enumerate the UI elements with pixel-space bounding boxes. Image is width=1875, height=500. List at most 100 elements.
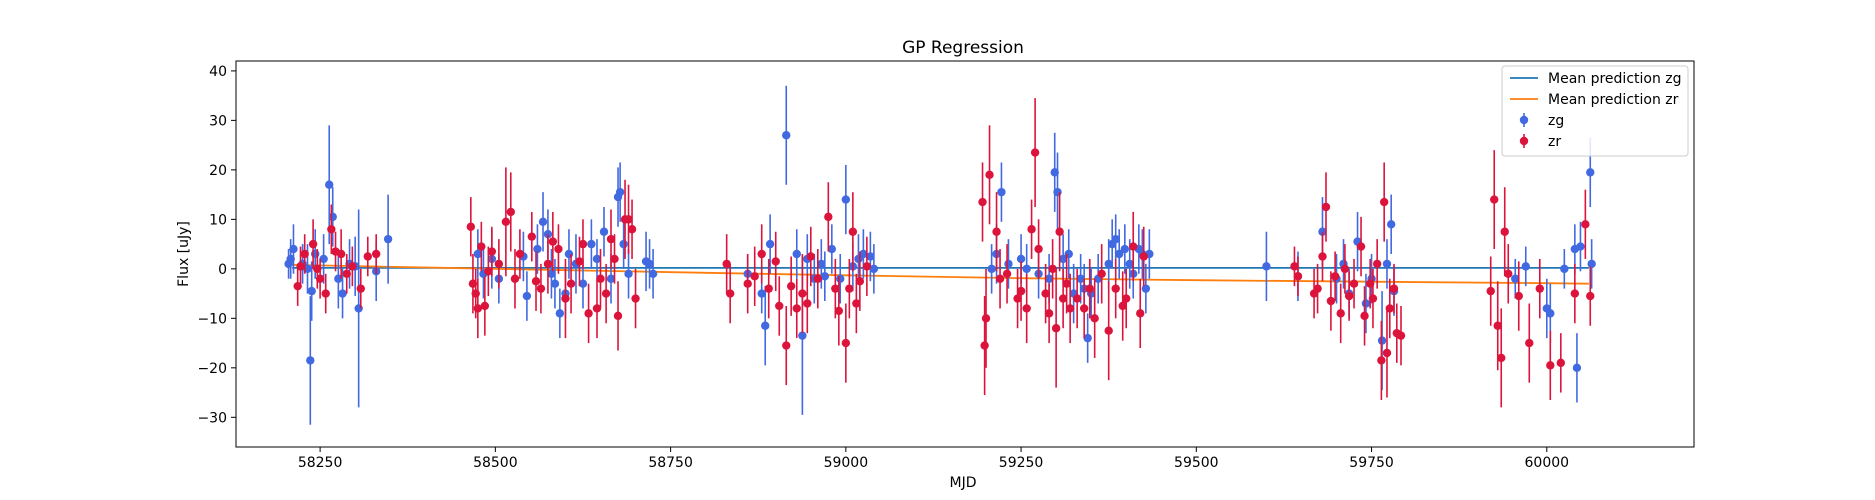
data-point-zr (336, 249, 346, 259)
data-point-zg (987, 264, 996, 274)
data-point-zg (1076, 274, 1085, 283)
legend-box (1501, 65, 1689, 157)
legend-label: zr (1548, 134, 1561, 150)
y-tick-label: 20 (209, 163, 227, 179)
data-point-zg (1104, 259, 1113, 269)
data-point-zr (473, 304, 483, 313)
data-point-zg (761, 321, 770, 330)
data-point-zr (1504, 269, 1513, 278)
data-point-zg (648, 269, 658, 278)
data-point-zg (866, 252, 875, 261)
data-point-zr (1372, 259, 1382, 269)
data-point-zr (371, 249, 381, 259)
data-point-zr (1079, 304, 1089, 313)
data-point-zg (306, 356, 315, 365)
data-point-zr (1034, 244, 1043, 254)
data-point-zg (533, 244, 542, 254)
data-point-zr (1330, 272, 1340, 281)
data-point-zg (1083, 333, 1092, 343)
data-point-zg (1141, 284, 1151, 293)
data-point-zg (564, 249, 574, 259)
x-tick-label: 59250 (999, 455, 1044, 471)
data-point-zg (997, 187, 1006, 197)
data-point-zr (803, 299, 812, 308)
data-point-zr (613, 311, 623, 321)
data-point-zg (1004, 259, 1013, 269)
data-point-zr (1581, 220, 1590, 229)
data-point-zg (836, 274, 845, 283)
y-tick-label: −30 (197, 410, 227, 426)
data-point-zg (1572, 363, 1582, 373)
data-point-zr (578, 239, 588, 249)
data-point-zr (1090, 314, 1099, 323)
data-point-zr (531, 277, 541, 286)
data-point-zr (624, 215, 633, 224)
data-point-zg (820, 272, 830, 281)
data-point-zr (471, 289, 480, 298)
data-point-zg (615, 187, 625, 197)
data-point-zr (515, 249, 525, 259)
y-tick-label: 0 (218, 262, 227, 278)
data-point-zr (1497, 353, 1506, 363)
data-point-zr (995, 274, 1005, 283)
y-tick-label: 40 (209, 64, 227, 80)
data-point-zg (599, 227, 609, 236)
legend: Mean prediction zg Mean prediction zr zg zr (1501, 65, 1689, 157)
data-point-zr (487, 247, 497, 256)
data-point-zg (587, 239, 596, 249)
data-point-zr (1097, 269, 1106, 278)
legend-marker-swatch (1519, 115, 1529, 125)
data-point-zg (1016, 254, 1026, 264)
legend-label: zg (1548, 113, 1564, 129)
data-point-zr (848, 227, 858, 236)
data-point-zg (1022, 264, 1031, 274)
data-point-zr (606, 234, 616, 244)
data-point-zr (327, 225, 336, 234)
data-point-zg (1111, 234, 1120, 244)
data-point-zr (543, 259, 553, 269)
data-point-zr (1389, 284, 1399, 293)
data-point-zg (798, 331, 807, 340)
x-tick-label: 59000 (824, 455, 869, 471)
data-point-zr (1368, 294, 1378, 303)
data-point-zr (743, 279, 752, 288)
data-point-zr (1118, 301, 1127, 311)
y-tick-label: 30 (209, 113, 227, 129)
data-point-zr (750, 272, 759, 281)
data-point-zg (619, 239, 628, 249)
data-point-zg (307, 286, 316, 296)
data-point-zr (1022, 304, 1031, 313)
data-point-zg (1120, 244, 1130, 254)
data-point-zr (592, 304, 602, 313)
x-tick-label: 58250 (298, 455, 343, 471)
data-point-zg (757, 289, 766, 298)
x-tick-label: 58500 (473, 455, 518, 471)
data-point-zg (383, 234, 393, 244)
data-point-zg (782, 131, 791, 140)
data-point-zr (1058, 294, 1068, 303)
data-point-zr (548, 237, 558, 246)
data-point-zg (1586, 168, 1595, 177)
data-point-zg (1587, 259, 1596, 269)
data-point-zr (1556, 358, 1566, 368)
data-point-zr (1349, 279, 1359, 288)
data-point-zr (1500, 227, 1509, 236)
data-point-zg (792, 249, 801, 259)
data-point-zr (575, 257, 584, 266)
data-point-zg (550, 279, 560, 288)
data-point-zr (1514, 291, 1523, 301)
data-point-zr (494, 259, 504, 269)
data-point-zr (1055, 227, 1064, 236)
data-point-zg (328, 212, 337, 222)
data-point-zr (1085, 284, 1094, 293)
data-point-zr (1493, 321, 1502, 330)
data-point-zg (354, 304, 363, 313)
data-point-zr (813, 274, 822, 283)
data-point-zr (798, 289, 807, 298)
data-point-zr (845, 284, 854, 293)
data-point-zr (631, 294, 640, 303)
data-point-zg (325, 180, 334, 189)
data-point-zr (1002, 269, 1012, 278)
data-point-zr (786, 281, 796, 291)
